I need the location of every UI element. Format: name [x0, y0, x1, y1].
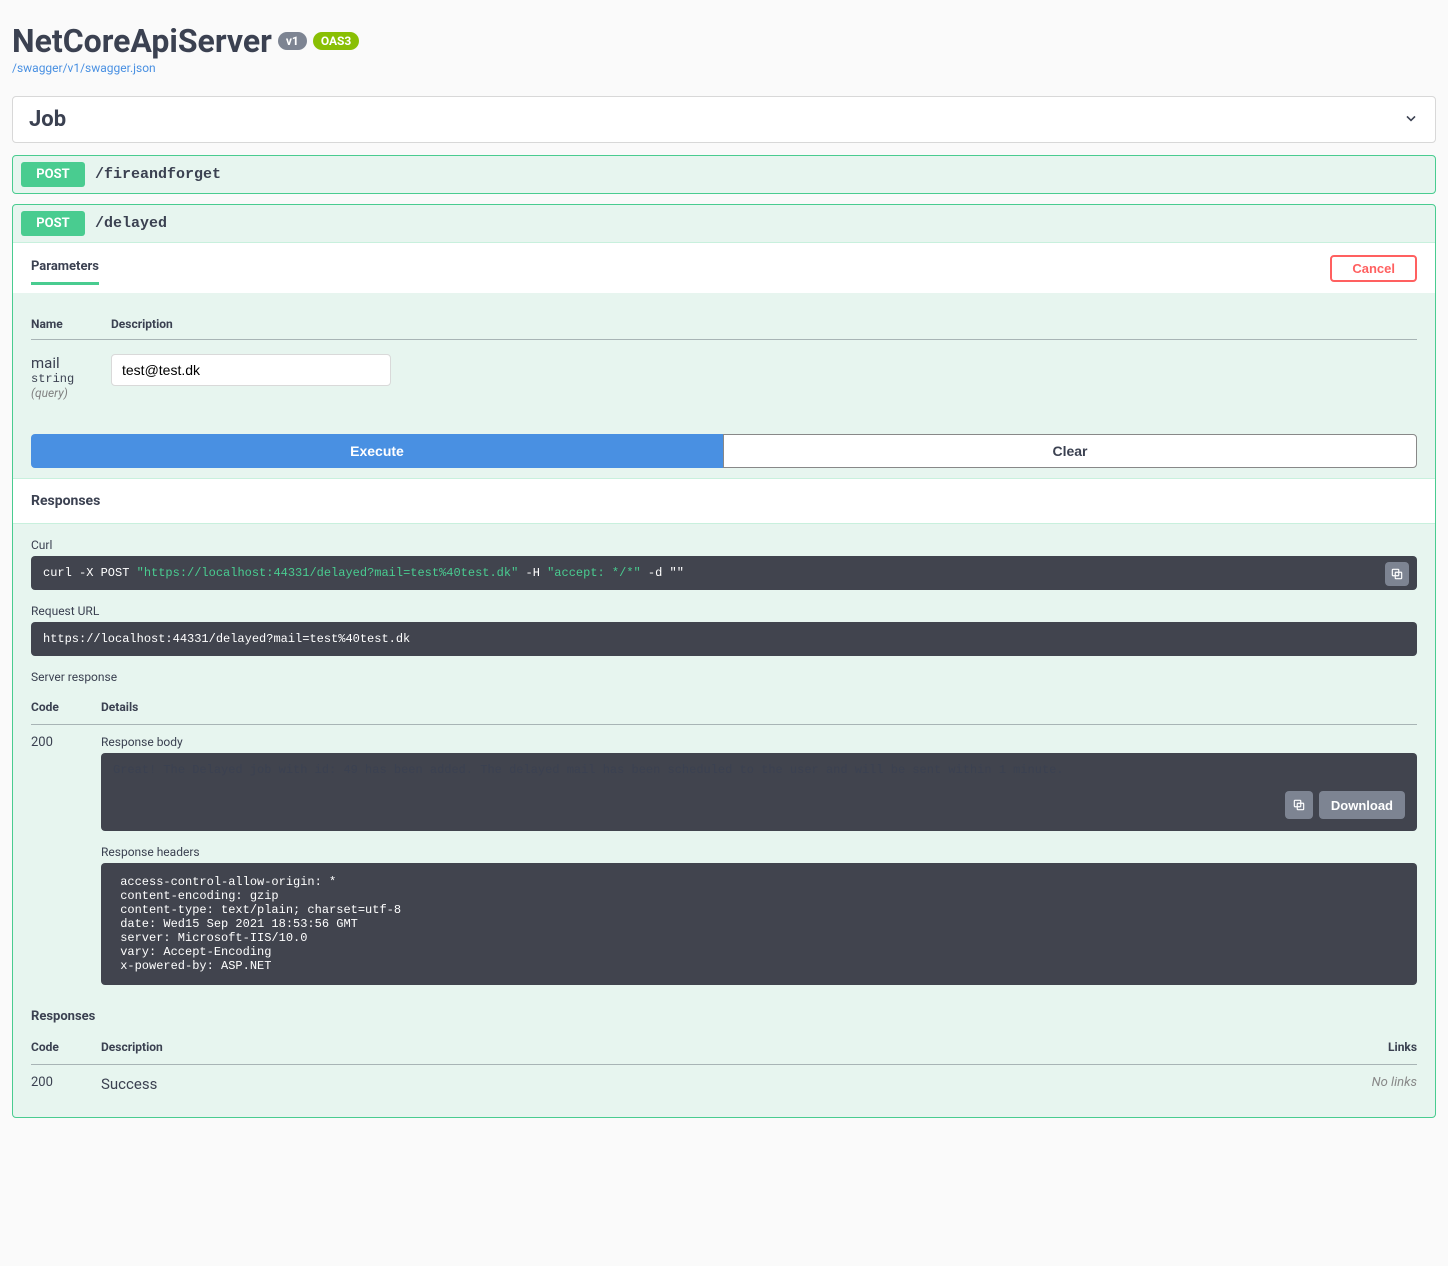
endpoint-path: /fireandforget [95, 166, 221, 183]
curl-label: Curl [31, 538, 1417, 552]
col-header-name: Name [31, 309, 111, 340]
col-header-description2: Description [101, 1030, 860, 1065]
param-row-mail: mail string (query) [31, 340, 1417, 411]
api-title: NetCoreApiServer [12, 22, 272, 60]
clear-button[interactable]: Clear [723, 434, 1417, 468]
declared-response-row: 200 Success No links [31, 1065, 1417, 1104]
col-header-code2: Code [31, 1030, 101, 1065]
tag-name: Job [29, 107, 66, 132]
col-header-code: Code [31, 690, 101, 725]
response-headers-label: Response headers [101, 845, 1417, 859]
request-url-block: https://localhost:44331/delayed?mail=tes… [31, 622, 1417, 656]
declared-links: No links [860, 1065, 1417, 1104]
execute-button[interactable]: Execute [31, 434, 723, 468]
mail-input[interactable] [111, 354, 391, 386]
curl-block: curl -X POST "https://localhost:44331/de… [31, 556, 1417, 590]
tag-header-job[interactable]: Job [13, 97, 1435, 142]
responses-heading: Responses [13, 478, 1435, 524]
method-badge-post: POST [21, 162, 85, 187]
response-body-label: Response body [101, 735, 1417, 749]
spec-url-link[interactable]: /swagger/v1/swagger.json [12, 61, 156, 75]
method-badge-post: POST [21, 211, 85, 236]
col-header-links: Links [860, 1030, 1417, 1065]
cancel-button[interactable]: Cancel [1330, 255, 1417, 282]
col-header-details: Details [101, 690, 1417, 725]
tab-parameters[interactable]: Parameters [31, 251, 99, 285]
response-body-block: Great! The Delayed job with id: 49 has b… [101, 753, 1417, 831]
server-response-label: Server response [31, 670, 1417, 684]
endpoint-path: /delayed [95, 215, 167, 232]
download-button[interactable]: Download [1319, 791, 1405, 819]
declared-responses-label: Responses [31, 1009, 1417, 1024]
version-badge: v1 [278, 32, 307, 50]
col-header-description: Description [111, 309, 1417, 340]
copy-curl-button[interactable] [1385, 562, 1409, 586]
server-response-row: 200 Response body Great! The Delayed job… [31, 725, 1417, 996]
declared-description: Success [101, 1065, 860, 1104]
endpoint-fireandforget-summary[interactable]: POST /fireandforget [13, 156, 1435, 193]
oas-badge: OAS3 [313, 32, 360, 50]
param-name: mail [31, 354, 111, 372]
chevron-down-icon [1403, 110, 1419, 130]
response-headers-block: access-control-allow-origin: * content-e… [101, 863, 1417, 985]
copy-body-button[interactable] [1285, 791, 1313, 819]
declared-code: 200 [31, 1065, 101, 1104]
endpoint-delayed-summary[interactable]: POST /delayed [13, 205, 1435, 242]
param-in: (query) [31, 386, 111, 400]
request-url-label: Request URL [31, 604, 1417, 618]
param-type: string [31, 372, 111, 386]
response-code: 200 [31, 725, 101, 996]
